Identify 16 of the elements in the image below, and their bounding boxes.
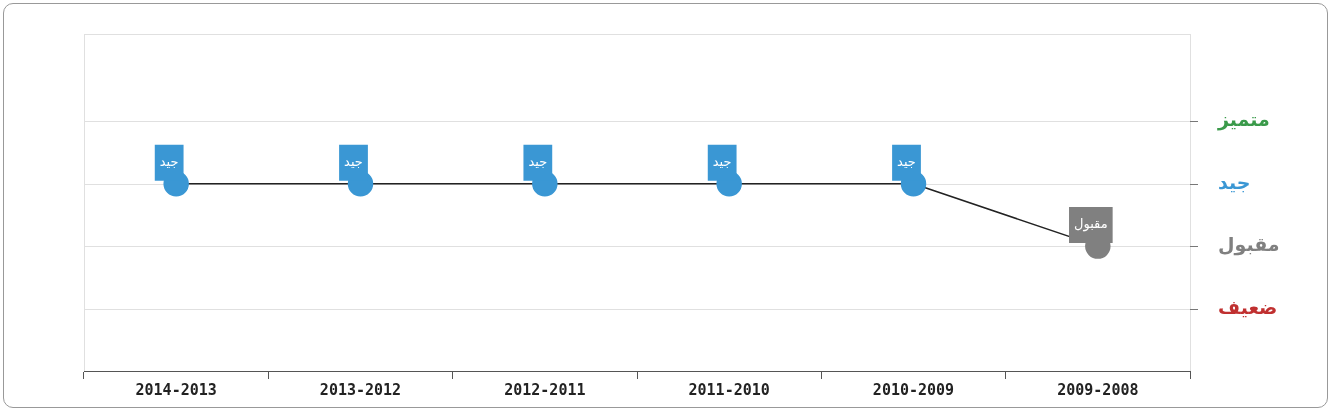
x-tick-label: 2011-2010 bbox=[688, 380, 770, 399]
ref-line-label: جيد bbox=[1218, 171, 1251, 194]
x-tick-label: 2012-2011 bbox=[504, 380, 586, 399]
x-tick-label: 2013-2012 bbox=[319, 380, 402, 399]
annotation: جيد bbox=[712, 154, 732, 170]
annotation: مقبول bbox=[1074, 216, 1108, 233]
annotation: جيد bbox=[344, 154, 363, 170]
ref-line-label: مقبول bbox=[1218, 233, 1280, 257]
x-tick-label: 2010-2009 bbox=[872, 380, 955, 399]
annotation: جيد bbox=[159, 154, 179, 170]
annotation: جيد bbox=[897, 154, 916, 170]
x-tick-label: 2009-2008 bbox=[1057, 380, 1139, 399]
x-tick-label: 2014-2013 bbox=[135, 380, 217, 399]
ref-line-label: متميز bbox=[1217, 108, 1270, 132]
ref-line-label: ضعيف bbox=[1218, 296, 1278, 319]
annotation: جيد bbox=[528, 154, 548, 170]
